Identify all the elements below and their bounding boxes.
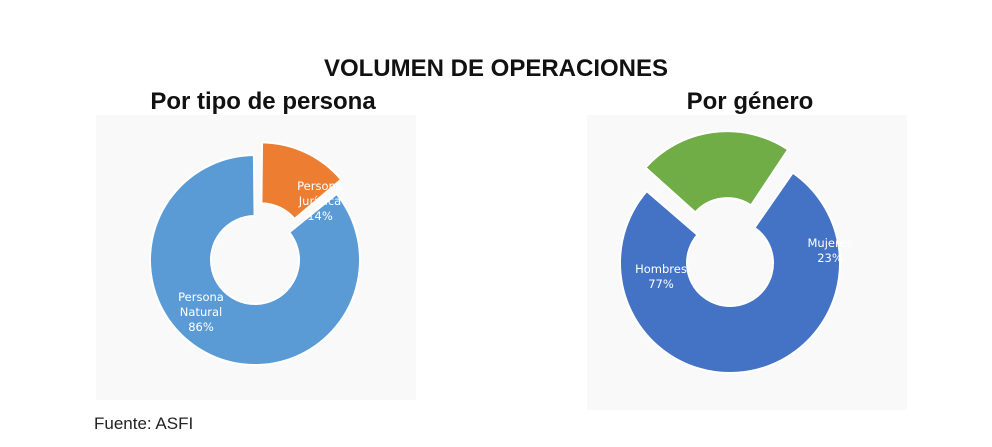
chart-0-slice-0	[149, 153, 361, 366]
chart-1-subtitle: Por tipo de persona	[150, 88, 376, 115]
chart-0-slice-1-label: Persona Jurídica 14%	[297, 179, 343, 223]
chart-1-slice-1	[644, 130, 790, 214]
source-note: Fuente: ASFI	[94, 414, 194, 433]
chart-0-slice-0-label: Persona Natural 86%	[178, 290, 224, 334]
chart-0-slice-1	[260, 141, 343, 221]
chart-title: VOLUMEN DE OPERACIONES	[323, 55, 669, 82]
chart-2-subtitle: Por género	[686, 88, 814, 115]
chart-1-slice-0	[619, 171, 841, 374]
chart-1-slice-0-label: Hombres 77%	[635, 262, 687, 291]
chart-1-slice-1-label: Mujeres 23%	[807, 236, 852, 265]
